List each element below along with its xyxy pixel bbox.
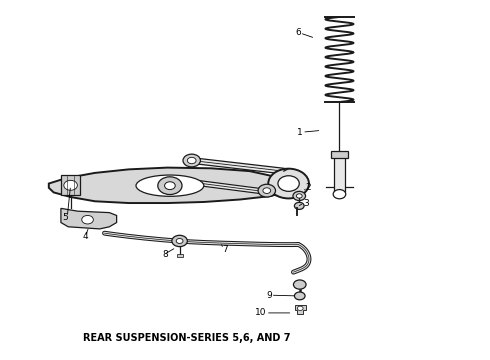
Polygon shape: [49, 168, 289, 203]
Text: 3: 3: [303, 198, 309, 207]
Circle shape: [294, 202, 304, 210]
Circle shape: [263, 188, 270, 193]
Circle shape: [293, 192, 306, 201]
Text: 6: 6: [295, 28, 301, 37]
Circle shape: [158, 177, 182, 194]
Polygon shape: [295, 306, 306, 314]
Text: 5: 5: [62, 213, 68, 222]
Polygon shape: [61, 208, 117, 229]
Circle shape: [172, 235, 187, 247]
Circle shape: [82, 215, 94, 224]
Circle shape: [333, 190, 346, 199]
Bar: [61, 175, 80, 195]
Ellipse shape: [136, 175, 204, 196]
Circle shape: [296, 194, 302, 198]
Text: 9: 9: [266, 291, 271, 300]
Text: REAR SUSPENSION-SERIES 5,6, AND 7: REAR SUSPENSION-SERIES 5,6, AND 7: [83, 333, 291, 343]
Bar: [334, 153, 345, 192]
Circle shape: [268, 168, 309, 198]
Circle shape: [64, 180, 77, 190]
Bar: [177, 254, 182, 257]
Circle shape: [294, 292, 305, 300]
Circle shape: [187, 157, 196, 164]
Circle shape: [297, 306, 303, 310]
Circle shape: [176, 238, 183, 243]
Circle shape: [183, 154, 200, 167]
Circle shape: [258, 184, 275, 197]
Text: 2: 2: [306, 183, 311, 192]
Circle shape: [294, 280, 306, 289]
Circle shape: [278, 176, 299, 192]
Bar: [331, 150, 347, 158]
Text: 1: 1: [297, 128, 303, 137]
Text: 7: 7: [222, 244, 227, 253]
Text: 8: 8: [163, 250, 169, 259]
Circle shape: [165, 182, 175, 190]
Text: 10: 10: [255, 309, 267, 318]
Text: 4: 4: [83, 232, 88, 241]
